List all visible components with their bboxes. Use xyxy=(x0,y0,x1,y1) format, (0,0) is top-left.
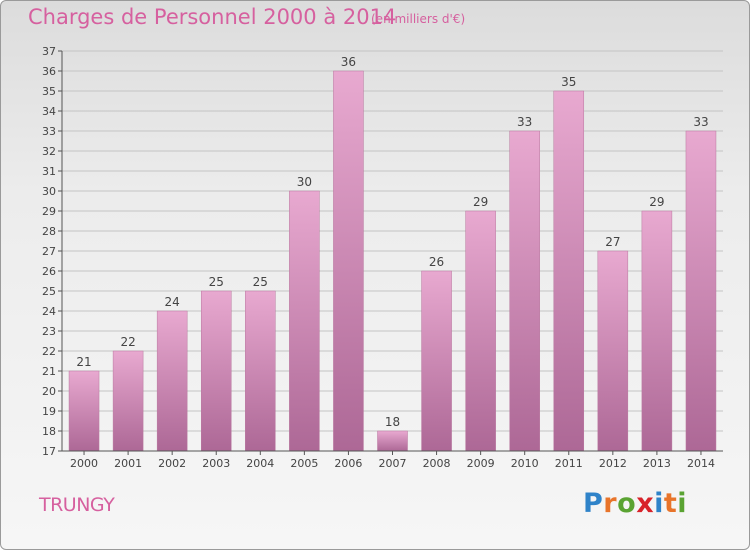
data-label: 26 xyxy=(429,255,444,269)
data-label: 25 xyxy=(253,275,268,289)
logo-letter: P xyxy=(583,488,604,519)
y-tick-label: 32 xyxy=(42,145,56,158)
axes: 17 18 19 20 21 22 23 24 25 26 27 28 29 30 31 32 33 34 35 36… xyxy=(42,45,723,470)
x-tick-label: 2011 xyxy=(555,457,583,470)
y-tick-label: 29 xyxy=(42,205,56,218)
y-tick-label: 27 xyxy=(42,245,56,258)
bar xyxy=(553,90,585,452)
data-label: 18 xyxy=(385,415,400,429)
chart-title: Charges de Personnel 2000 à 2014 xyxy=(28,5,397,29)
x-tick-label: 2003 xyxy=(202,457,230,470)
data-label: 36 xyxy=(341,55,356,69)
data-label: 33 xyxy=(517,115,532,129)
bar xyxy=(200,290,232,452)
logo-letter: o xyxy=(617,488,637,519)
bar xyxy=(597,250,629,452)
data-label: 25 xyxy=(209,275,224,289)
chart-subtitle: (en milliers d'€) xyxy=(371,12,466,26)
y-tick-label: 19 xyxy=(42,405,56,418)
x-tick-label: 2004 xyxy=(246,457,274,470)
y-tick-label: 18 xyxy=(42,425,56,438)
bar xyxy=(465,210,496,452)
y-tick-label: 23 xyxy=(42,325,56,338)
bar xyxy=(156,310,188,452)
logo-letter: i xyxy=(677,488,688,519)
y-tick-label: 35 xyxy=(42,85,56,98)
y-tick-label: 22 xyxy=(42,345,56,358)
data-label: 22 xyxy=(120,335,135,349)
y-tick-label: 37 xyxy=(42,45,56,58)
bar xyxy=(509,130,540,452)
x-tick-label: 2010 xyxy=(511,457,539,470)
x-tick-label: 2002 xyxy=(158,457,186,470)
data-label: 29 xyxy=(649,195,664,209)
bar xyxy=(421,270,452,452)
bar xyxy=(685,130,717,452)
data-label: 30 xyxy=(297,175,312,189)
y-tick-label: 30 xyxy=(42,185,56,198)
logo-letter: r xyxy=(603,488,618,519)
y-tick-label: 17 xyxy=(42,445,56,458)
x-tick-label: 2012 xyxy=(599,457,627,470)
y-tick-label: 26 xyxy=(42,265,56,278)
logo-letter: t xyxy=(663,488,678,519)
x-tick-label: 2007 xyxy=(379,457,407,470)
y-tick-label: 28 xyxy=(42,225,56,238)
proxiti-logo: Proxiti xyxy=(583,488,687,519)
bar xyxy=(245,290,276,452)
bar xyxy=(112,350,144,452)
x-tick-label: 2013 xyxy=(643,457,671,470)
logo-letter: i xyxy=(654,488,664,519)
y-tick-label: 24 xyxy=(42,305,56,318)
data-label: 27 xyxy=(605,235,620,249)
data-label: 29 xyxy=(473,195,488,209)
data-label: 35 xyxy=(561,75,576,89)
y-tick-label: 21 xyxy=(42,365,56,378)
y-tick-label: 31 xyxy=(42,165,56,178)
data-label: 33 xyxy=(693,115,708,129)
y-tick-label: 36 xyxy=(42,65,56,78)
logo-letter: x xyxy=(636,488,655,519)
bar xyxy=(377,430,408,452)
y-tick-label: 33 xyxy=(42,125,56,138)
bar xyxy=(68,370,100,452)
data-label: 24 xyxy=(165,295,180,309)
commune-name: TRUNGY xyxy=(39,494,115,516)
x-tick-label: 2014 xyxy=(687,457,715,470)
x-tick-label: 2009 xyxy=(467,457,495,470)
bar xyxy=(289,190,320,452)
y-tick-label: 25 xyxy=(42,285,56,298)
bars: 21 22 24 25 25 30 36 18 26 29 33 35 27 29 33 xyxy=(68,55,717,452)
x-tick-label: 2006 xyxy=(334,457,362,470)
x-tick-label: 2001 xyxy=(114,457,142,470)
x-tick-label: 2008 xyxy=(423,457,451,470)
x-tick-label: 2005 xyxy=(290,457,318,470)
x-tick-label: 2000 xyxy=(70,457,98,470)
bar xyxy=(333,70,364,452)
bar xyxy=(641,210,673,452)
y-tick-label: 20 xyxy=(42,385,56,398)
y-tick-label: 34 xyxy=(42,105,56,118)
data-label: 21 xyxy=(76,355,91,369)
